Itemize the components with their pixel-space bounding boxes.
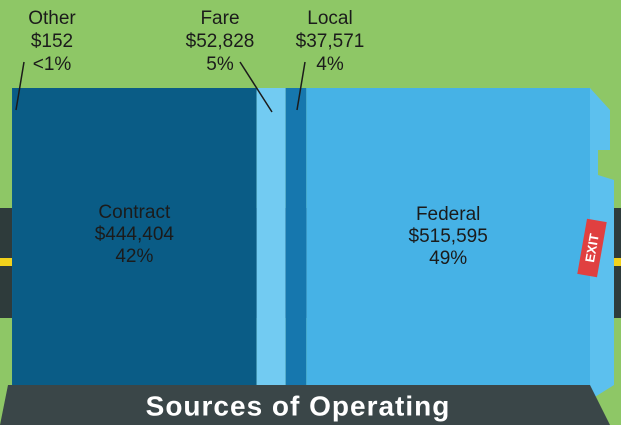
category-label: Other [28, 8, 76, 29]
value-label: $515,595 [409, 226, 488, 247]
bar-segment [257, 88, 286, 385]
category-label: Local [307, 8, 352, 29]
share-label: 4% [316, 54, 344, 75]
road-line [0, 258, 12, 266]
value-label: $152 [31, 31, 73, 52]
bar-segment [286, 88, 307, 385]
chart-title: Sources of Operating [146, 390, 451, 421]
value-label: $52,828 [186, 31, 255, 52]
chart: EXIT Sources of Operating Other$152<1%Co… [0, 0, 621, 425]
category-label: Federal [416, 204, 480, 225]
share-label: 5% [206, 54, 234, 75]
value-label: $37,571 [296, 31, 365, 52]
category-label: Fare [200, 8, 239, 29]
value-label: $444,404 [95, 224, 175, 245]
share-label: 49% [429, 248, 467, 269]
share-label: <1% [33, 54, 72, 75]
share-label: 42% [115, 246, 153, 267]
category-label: Contract [98, 202, 171, 223]
